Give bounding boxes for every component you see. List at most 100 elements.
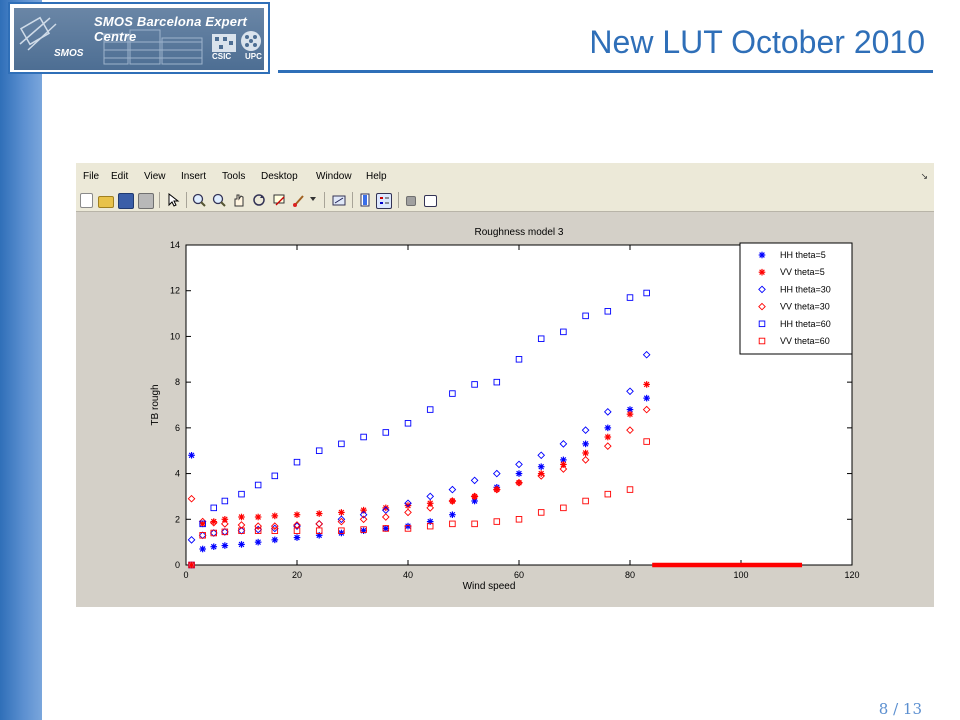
legend-marker	[758, 337, 766, 345]
x-tick-label: 40	[403, 570, 413, 580]
data-point	[209, 518, 218, 527]
matlab-figure-window[interactable]: File Edit View Insert Tools Desktop Wind…	[76, 163, 934, 607]
menu-desktop[interactable]: Desktop	[261, 171, 298, 182]
data-point	[382, 504, 390, 512]
data-point	[492, 485, 501, 494]
y-tick-label: 0	[175, 560, 180, 570]
legend-entry: VV theta=60	[780, 336, 830, 346]
data-point	[449, 497, 456, 505]
data-point	[643, 438, 650, 445]
data-point	[537, 451, 546, 460]
data-point	[270, 522, 279, 530]
data-point	[537, 470, 545, 477]
colorbar-icon[interactable]	[358, 193, 372, 207]
print-icon[interactable]	[138, 193, 154, 209]
brush-icon[interactable]	[292, 193, 306, 207]
data-point	[643, 394, 650, 402]
y-tick-label: 10	[170, 331, 180, 341]
data-point	[449, 520, 456, 528]
legend[interactable]: HH theta=5 VV theta=5 HH theta=30 VV theta=…	[739, 242, 853, 355]
data-point	[559, 465, 568, 473]
rotate-icon[interactable]	[252, 193, 266, 207]
series-vv-theta60	[188, 438, 650, 569]
new-icon[interactable]	[80, 193, 93, 208]
data-point	[315, 447, 323, 454]
legend-entry: HH theta=30	[780, 284, 831, 294]
logo-org-name: SMOS Barcelona Expert Centre	[94, 14, 248, 44]
data-cursor-icon[interactable]	[272, 193, 286, 207]
data-point	[210, 504, 217, 512]
data-point	[293, 522, 301, 530]
menu-dock-arrow-icon[interactable]: ↘	[920, 171, 928, 181]
data-marks	[187, 289, 803, 569]
y-tick-label: 2	[175, 514, 180, 524]
data-point	[404, 499, 412, 508]
data-point	[382, 525, 390, 532]
brush-dropdown-icon[interactable]	[310, 195, 316, 209]
data-point	[271, 536, 279, 544]
data-point	[221, 520, 229, 528]
legend-marker	[758, 302, 766, 311]
toolbar-separator	[352, 192, 353, 208]
slide-side-bar	[0, 0, 42, 720]
plot-tools-show-icon[interactable]	[424, 195, 437, 207]
data-point	[293, 458, 301, 466]
menu-window[interactable]: Window	[316, 171, 352, 182]
data-point	[493, 378, 501, 386]
data-point	[337, 517, 346, 526]
save-icon[interactable]	[118, 193, 134, 209]
data-point	[199, 520, 206, 528]
data-point	[515, 516, 523, 523]
pan-icon[interactable]	[232, 193, 246, 207]
data-point	[515, 479, 523, 487]
data-point	[221, 497, 229, 505]
logo-smos-mark: SMOS	[54, 48, 84, 59]
data-point	[188, 561, 195, 569]
y-tick-labels: 0 2 4 6 8 10 12 14	[170, 240, 180, 570]
plot-tools-hide-icon[interactable]	[406, 196, 416, 206]
data-point	[238, 490, 245, 498]
data-point	[582, 449, 589, 457]
data-point	[493, 486, 501, 493]
series-hh-theta60	[188, 289, 650, 569]
data-point	[471, 381, 478, 388]
series-hh-theta30	[187, 350, 651, 544]
pointer-icon[interactable]	[166, 192, 180, 207]
data-point	[381, 513, 390, 521]
data-point	[515, 460, 523, 469]
toolbar-separator	[324, 192, 325, 208]
x-tick-label: 80	[625, 570, 635, 580]
legend-icon[interactable]	[376, 193, 392, 209]
logo-upc: UPC	[245, 52, 262, 61]
y-tick-label: 12	[170, 286, 180, 296]
link-plot-icon[interactable]	[332, 193, 346, 207]
menu-edit[interactable]: Edit	[111, 171, 129, 182]
data-point	[559, 440, 568, 448]
menu-view[interactable]: View	[144, 171, 166, 182]
legend-marker	[758, 251, 766, 259]
x-tick-label: 20	[292, 570, 302, 580]
data-point	[293, 534, 301, 541]
menu-help[interactable]: Help	[366, 171, 387, 182]
x-tick-labels: 0 20 40 60 80 100 120	[183, 570, 859, 580]
data-point	[537, 509, 545, 516]
zoom-out-icon[interactable]	[212, 193, 226, 207]
y-tick-label: 6	[175, 423, 180, 433]
data-point	[604, 433, 612, 441]
data-point	[626, 387, 634, 396]
menu-insert[interactable]: Insert	[181, 171, 207, 182]
menu-tools[interactable]: Tools	[222, 171, 246, 182]
data-point	[426, 504, 435, 512]
menu-file[interactable]: File	[83, 171, 100, 182]
data-point	[271, 527, 279, 534]
data-point	[238, 513, 245, 521]
y-tick-label: 8	[175, 377, 180, 387]
data-point	[360, 433, 367, 441]
zoom-in-icon[interactable]	[192, 193, 206, 207]
data-point	[581, 456, 590, 464]
open-icon[interactable]	[98, 196, 114, 208]
data-point	[643, 289, 650, 297]
figure-canvas[interactable]: 0 20 40 60 80 100 120 0 2 4 6 8 10 12 14 Roughness mo…	[76, 212, 934, 607]
data-point	[626, 410, 634, 418]
data-point	[492, 469, 501, 478]
